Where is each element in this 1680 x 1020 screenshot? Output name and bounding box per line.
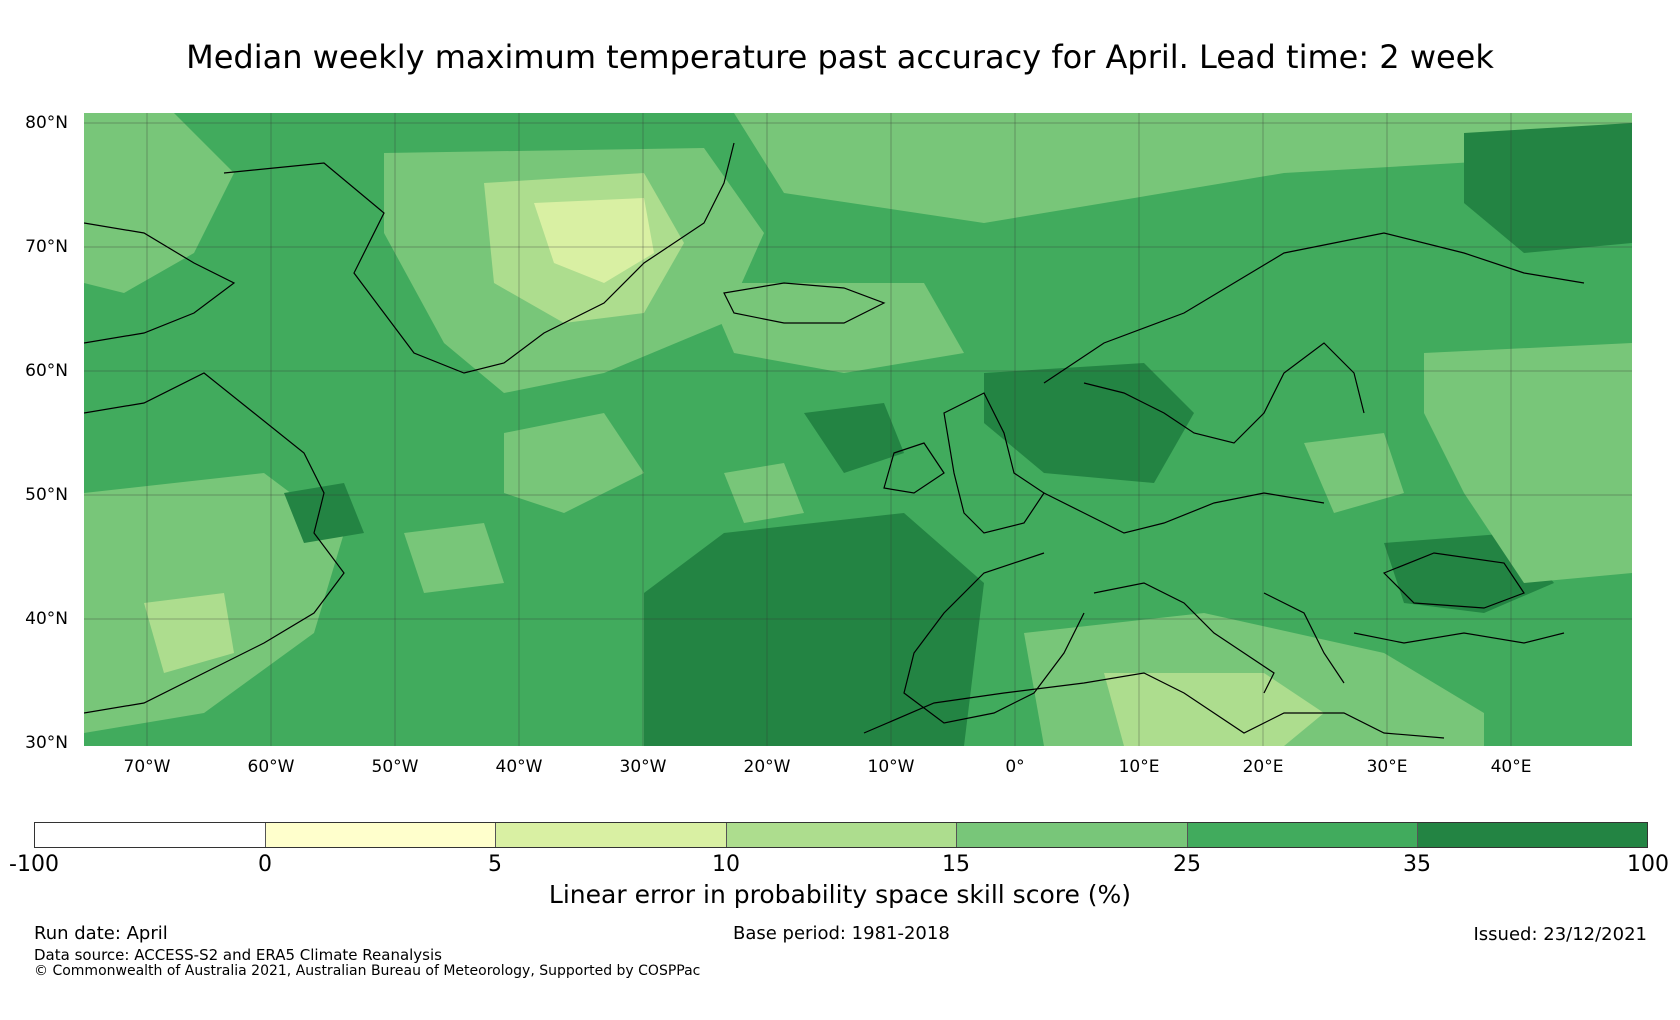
- colorbar-segment: [265, 823, 497, 847]
- lon-label-10w: 10°W: [867, 757, 915, 777]
- lon-label-30e: 30°E: [1366, 757, 1408, 777]
- colorbar-segment: [957, 823, 1188, 847]
- copyright: © Commonwealth of Australia 2021, Austra…: [34, 963, 701, 979]
- colorbar-tick: 25: [1173, 852, 1201, 877]
- colorbar-tick: 10: [712, 852, 740, 877]
- colorbar-tick: -100: [9, 852, 59, 877]
- coastlines: [84, 142, 1585, 739]
- lon-label-60w: 60°W: [247, 757, 295, 777]
- skill-score-map: [84, 113, 1632, 746]
- lon-label-50w: 50°W: [371, 757, 419, 777]
- colorbar-label: Linear error in probability space skill …: [548, 880, 1132, 909]
- lon-label-30w: 30°W: [619, 757, 667, 777]
- run-date: Run date: April: [34, 923, 168, 944]
- colorbar-segment: [496, 823, 727, 847]
- lat-label-30n: 30°N: [25, 733, 68, 753]
- colorbar-tick: 100: [1627, 852, 1669, 877]
- colorbar-tick: 0: [258, 852, 272, 877]
- data-source: Data source: ACCESS-S2 and ERA5 Climate …: [34, 946, 442, 964]
- lon-label-20e: 20°E: [1242, 757, 1284, 777]
- lat-label-80n: 80°N: [25, 113, 68, 133]
- colorbar-tick: 5: [488, 852, 502, 877]
- colorbar-segment: [1187, 823, 1419, 847]
- skill-regions: [84, 113, 1632, 746]
- colorbar-tick: 35: [1403, 852, 1431, 877]
- lat-label-60n: 60°N: [25, 361, 68, 381]
- colorbar: [34, 822, 1648, 848]
- colorbar-segment: [726, 823, 958, 847]
- lat-label-40n: 40°N: [25, 609, 68, 629]
- lon-label-20w: 20°W: [743, 757, 791, 777]
- colorbar-tick: 15: [942, 852, 970, 877]
- lat-label-50n: 50°N: [25, 485, 68, 505]
- lon-label-40w: 40°W: [495, 757, 543, 777]
- lon-label-10e: 10°E: [1118, 757, 1160, 777]
- lat-label-70n: 70°N: [25, 237, 68, 257]
- colorbar-segment: [35, 823, 266, 847]
- issued-date: Issued: 23/12/2021: [1473, 924, 1647, 945]
- lon-label-0: 0°: [1005, 757, 1025, 777]
- lon-label-40e: 40°E: [1490, 757, 1532, 777]
- colorbar-segment: [1418, 823, 1647, 847]
- base-period: Base period: 1981-2018: [733, 923, 950, 944]
- lon-label-70w: 70°W: [123, 757, 171, 777]
- map-title: Median weekly maximum temperature past a…: [186, 38, 1494, 76]
- graticule: [84, 113, 1632, 746]
